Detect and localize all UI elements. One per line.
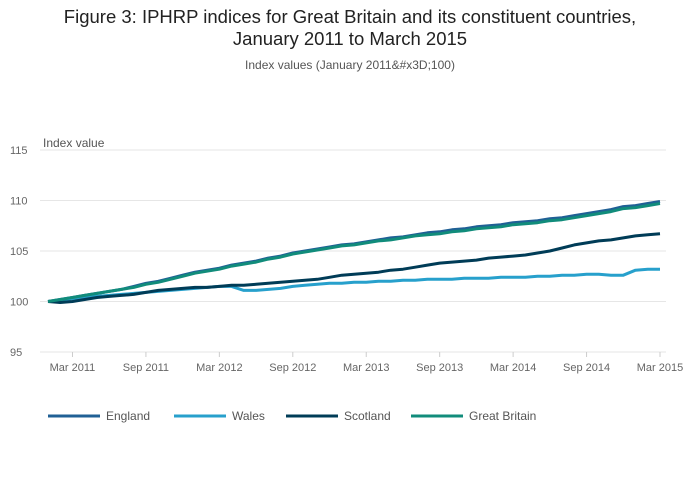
- x-tick-label: Mar 2011: [50, 362, 96, 374]
- x-tick-label: Sep 2012: [269, 362, 316, 374]
- x-tick-label: Mar 2014: [490, 362, 536, 374]
- legend: England Wales Scotland Great Britain: [48, 409, 536, 423]
- legend-label-great-britain: Great Britain: [469, 409, 536, 423]
- y-tick-label: 100: [10, 297, 28, 309]
- y-tick-label: 115: [10, 145, 28, 157]
- series-line-great-britain: [47, 202, 661, 303]
- chart-title-line1: Figure 3: IPHRP indices for Great Britai…: [63, 6, 637, 27]
- y-tick-label: 105: [10, 246, 28, 258]
- x-axis-ticks: Mar 2011 Sep 2011 Mar 2012 Sep 2012 Mar 2013…: [50, 352, 683, 374]
- series-line-scotland: [47, 232, 661, 304]
- gridlines: [40, 149, 666, 353]
- y-axis-ticks: 95 100 105 110 115: [10, 145, 28, 359]
- legend-label-wales: Wales: [232, 409, 265, 423]
- series-lines: [47, 200, 661, 304]
- x-tick-label: Sep 2014: [563, 362, 610, 374]
- x-tick-label: Mar 2015: [637, 362, 683, 374]
- legend-label-england: England: [106, 409, 150, 423]
- chart-title-line2: January 2011 to March 2015: [232, 28, 468, 49]
- x-tick-label: Mar 2013: [343, 362, 389, 374]
- legend-label-scotland: Scotland: [344, 409, 391, 423]
- y-tick-label: 110: [10, 196, 28, 208]
- chart-subtitle: Index values (January 2011&#x3D;100): [245, 58, 455, 72]
- x-tick-label: Mar 2012: [196, 362, 242, 374]
- y-axis-label: Index value: [43, 136, 105, 150]
- y-tick-label: 95: [10, 347, 22, 359]
- x-tick-label: Sep 2011: [123, 362, 169, 374]
- x-tick-label: Sep 2013: [416, 362, 463, 374]
- chart-title: Figure 3: IPHRP indices for Great Britai…: [0, 6, 700, 50]
